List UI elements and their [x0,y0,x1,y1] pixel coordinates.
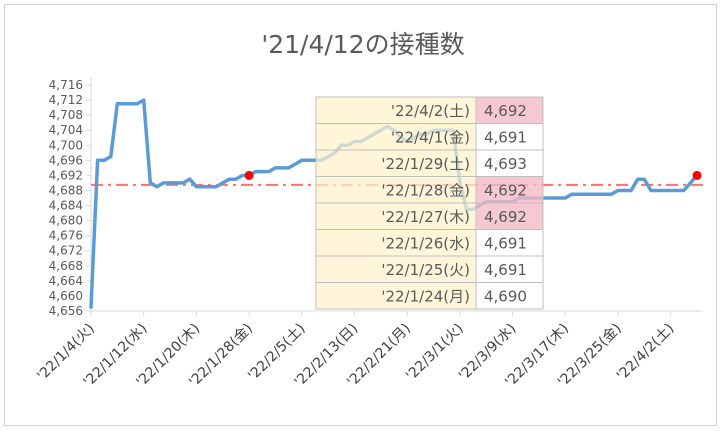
line-chart: '21/4/12の接種数 4,6564,6604,6644,6684,6724,… [34,30,703,390]
table-date-cell [315,229,477,257]
table-date-cell [315,149,477,177]
y-tick-label: 4,684 [49,199,83,213]
x-axis: '22/1/4(火)'22/1/12(水)'22/1/20(木)'22/1/28… [34,310,703,390]
table-value-cell [475,282,544,310]
table-value-text: 4,692 [484,208,527,226]
table-value-text: 4,693 [484,155,527,173]
y-tick-label: 4,656 [49,304,83,318]
table-value-text: 4,691 [484,261,527,279]
y-axis: 4,6564,6604,6644,6684,6724,6764,6804,684… [49,77,92,318]
table-date-cell [315,255,477,283]
y-tick-label: 4,680 [49,214,83,228]
table-value-text: 4,691 [484,129,527,147]
highlight-point [692,170,702,180]
table-date-cell [315,176,477,204]
table-date-text: '22/4/2(土) [391,102,470,120]
table-date-text: '22/1/25(火) [381,261,470,279]
table-date-text: '22/1/27(木) [381,208,470,226]
table-date-text: '22/4/1(金) [391,129,470,147]
y-tick-label: 4,672 [49,244,83,258]
table-value-cell [475,202,544,230]
y-tick-label: 4,708 [49,108,83,122]
y-tick-label: 4,676 [49,229,83,243]
y-tick-label: 4,692 [49,168,83,182]
y-tick-label: 4,660 [49,289,83,303]
table-date-cell [315,202,477,230]
table-value-text: 4,691 [484,235,527,253]
highlight-point [244,170,254,180]
y-tick-label: 4,688 [49,183,83,197]
x-tick-label: '22/4/2(土) [614,321,678,385]
table-value-cell [475,229,544,257]
y-tick-label: 4,700 [49,138,83,152]
table-date-text: '22/1/26(水) [381,235,470,253]
table-value-cell [475,255,544,283]
y-tick-label: 4,704 [49,123,83,137]
table-value-text: 4,690 [484,288,527,306]
table-value-text: 4,692 [484,102,527,120]
table-date-text: '22/1/28(金) [381,182,470,200]
highlight-points [244,170,702,180]
y-tick-label: 4,668 [49,259,83,273]
table-date-cell [315,123,477,151]
data-table: '22/4/2(土) 4,692 '22/4/1(金) 4,691 '22/1/29(土… [315,96,544,310]
y-tick-label: 4,696 [49,153,83,167]
y-tick-label: 4,712 [49,93,83,107]
y-tick-label: 4,716 [49,78,83,92]
table-date-text: '22/1/24(月) [381,288,470,306]
table-date-text: '22/1/29(土) [381,155,470,173]
table-value-cell [475,149,544,177]
chart-frame: '21/4/12の接種数 4,656 4,660 4,664 4,668 4,672 4,… [4,4,717,426]
y-tick-label: 4,664 [49,274,83,288]
chart-title: '21/4/12の接種数 [261,30,464,59]
table-value-cell [475,123,544,151]
table-value-text: 4,692 [484,182,527,200]
